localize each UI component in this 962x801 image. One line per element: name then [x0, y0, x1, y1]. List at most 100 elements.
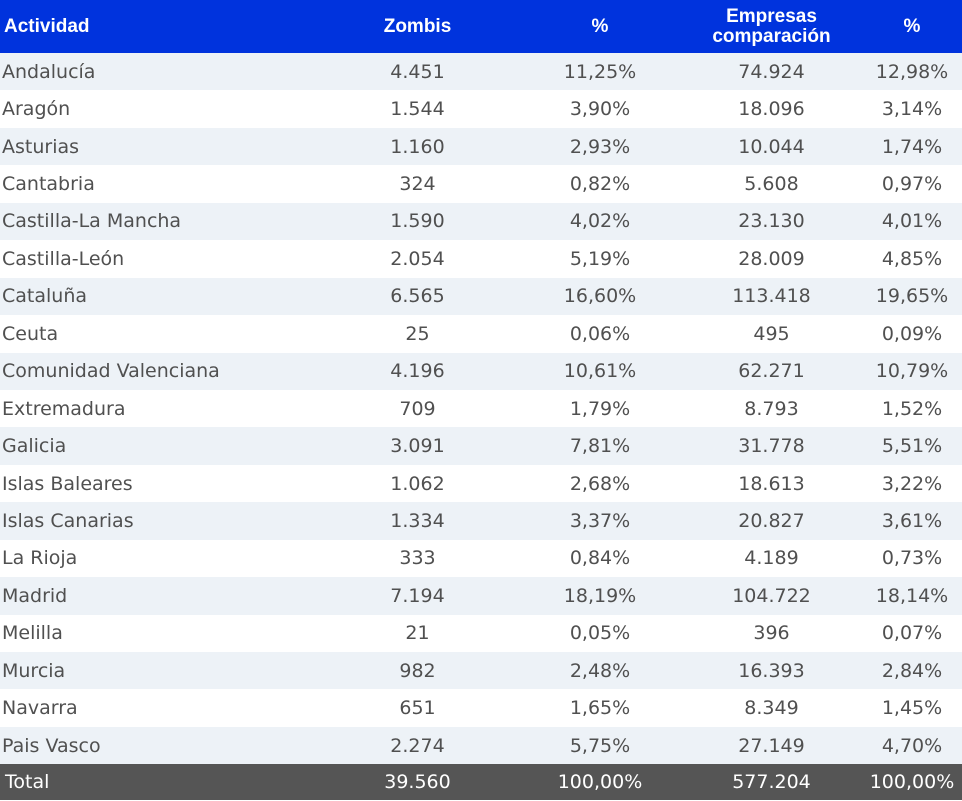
empresas-percent: 5,51% [881, 435, 943, 458]
table-row: Madrid 7.194 18,19% 104.722 18,14% [0, 577, 962, 615]
empresas-percent: 0,97% [881, 173, 943, 196]
table-row: Navarra 651 1,65% 8.349 1,45% [0, 689, 962, 727]
zombis-percent: 2,93% [569, 135, 631, 158]
region-name: Murcia [2, 659, 66, 682]
zombis-count: 709 [399, 397, 436, 420]
total-empresas-percent: 100,00% [869, 771, 955, 794]
empresas-count: 20.827 [738, 509, 805, 532]
region-name: Navarra [2, 697, 78, 720]
zombis-count: 21 [405, 622, 430, 645]
empresas-percent: 3,61% [881, 509, 943, 532]
zombis-count: 333 [399, 547, 436, 570]
zombis-percent: 3,90% [569, 98, 631, 121]
zombis-percent: 4,02% [569, 210, 631, 233]
empresas-percent: 19,65% [875, 285, 949, 308]
table-row: Melilla 21 0,05% 396 0,07% [0, 614, 962, 652]
zombis-count: 6.565 [390, 285, 445, 308]
region-name: Castilla-La Mancha [2, 210, 182, 233]
region-name: Asturias [2, 135, 80, 158]
header-empresas-line1: Empresas [726, 5, 817, 27]
zombis-percent: 0,82% [569, 173, 631, 196]
empresas-count: 23.130 [738, 210, 805, 233]
table-row: Murcia 982 2,48% 16.393 2,84% [0, 652, 962, 690]
zombis-count: 1.062 [390, 472, 445, 495]
zombis-percent: 1,65% [569, 697, 631, 720]
region-name: Aragón [2, 98, 71, 121]
empresas-percent: 18,14% [875, 584, 949, 607]
empresas-percent: 4,70% [881, 734, 943, 757]
empresas-count: 31.778 [738, 435, 805, 458]
region-name: Galicia [2, 435, 67, 458]
zombis-count: 4.451 [390, 60, 445, 83]
zombis-count: 651 [399, 697, 436, 720]
empresas-count: 18.096 [738, 98, 805, 121]
zombis-percent: 5,75% [569, 734, 631, 757]
table-row: Cantabria 324 0,82% 5.608 0,97% [0, 165, 962, 203]
table-row: Islas Canarias 1.334 3,37% 20.827 3,61% [0, 502, 962, 540]
region-name: Cantabria [2, 173, 95, 196]
table-row: Galicia 3.091 7,81% 31.778 5,51% [0, 427, 962, 465]
header-zombis-percent: % [591, 15, 609, 37]
empresas-percent: 4,01% [881, 210, 943, 233]
region-name: Ceuta [2, 322, 59, 345]
zombis-count: 324 [399, 173, 436, 196]
zombis-percent: 11,25% [563, 60, 637, 83]
zombis-count: 25 [405, 322, 430, 345]
header-zombis: Zombis [383, 15, 452, 37]
table-row: Comunidad Valenciana 4.196 10,61% 62.271 10,… [0, 352, 962, 390]
empresas-percent: 1,52% [881, 397, 943, 420]
zombis-count: 2.054 [390, 247, 445, 270]
zombis-percent: 7,81% [569, 435, 631, 458]
total-label: Total [5, 771, 50, 794]
header-empresas-percent: % [903, 15, 921, 37]
total-row: Total 39.560 100,00% 577.204 100,00% [0, 764, 962, 801]
zombis-percent: 2,68% [569, 472, 631, 495]
zombis-percent: 2,48% [569, 659, 631, 682]
zombis-count: 7.194 [390, 584, 445, 607]
zombis-count: 1.544 [390, 98, 445, 121]
empresas-percent: 0,09% [881, 322, 943, 345]
table-row: Islas Baleares 1.062 2,68% 18.613 3,22% [0, 464, 962, 503]
empresas-count: 8.793 [744, 397, 799, 420]
region-name: La Rioja [2, 547, 78, 570]
table-row: Castilla-León 2.054 5,19% 28.009 4,85% [0, 240, 962, 278]
empresas-count: 104.722 [732, 584, 811, 607]
zombis-percent: 0,05% [569, 622, 631, 645]
total-empresas: 577.204 [732, 771, 811, 794]
region-name: Comunidad Valenciana [2, 360, 220, 383]
zombis-count: 1.590 [390, 210, 445, 233]
empresas-percent: 1,74% [881, 135, 943, 158]
empresas-percent: 10,79% [875, 360, 949, 383]
empresas-percent: 0,73% [881, 547, 943, 570]
header-empresas-line2: comparación [712, 25, 831, 47]
empresas-count: 18.613 [738, 472, 805, 495]
region-name: Madrid [2, 584, 68, 607]
region-name: Melilla [2, 622, 63, 645]
empresas-percent: 1,45% [881, 697, 943, 720]
table-row: La Rioja 333 0,84% 4.189 0,73% [0, 539, 962, 578]
empresas-percent: 2,84% [881, 659, 943, 682]
empresas-count: 74.924 [738, 60, 805, 83]
zombis-percent: 10,61% [563, 360, 637, 383]
empresas-percent: 12,98% [875, 60, 949, 83]
empresas-count: 62.271 [738, 360, 805, 383]
empresas-percent: 0,07% [881, 622, 943, 645]
empresas-count: 10.044 [738, 135, 805, 158]
header-empresas-comparacion: Empresas comparación [681, 0, 862, 53]
region-name: Castilla-León [2, 247, 125, 270]
zombis-count: 3.091 [390, 435, 445, 458]
empresas-percent: 4,85% [881, 247, 943, 270]
table-row: Asturias 1.160 2,93% 10.044 1,74% [0, 127, 962, 166]
zombis-percent: 0,06% [569, 322, 631, 345]
empresas-count: 5.608 [744, 173, 799, 196]
region-name: Andalucía [2, 60, 96, 83]
total-zombis-percent: 100,00% [557, 771, 643, 794]
table-row: Ceuta 25 0,06% 495 0,09% [0, 315, 962, 353]
empresas-count: 495 [753, 322, 790, 345]
table-row: Pais Vasco 2.274 5,75% 27.149 4,70% [0, 726, 962, 765]
zombis-percent: 16,60% [563, 285, 637, 308]
zombis-count: 982 [399, 659, 436, 682]
zombis-percent: 3,37% [569, 509, 631, 532]
empresas-count: 16.393 [738, 659, 805, 682]
